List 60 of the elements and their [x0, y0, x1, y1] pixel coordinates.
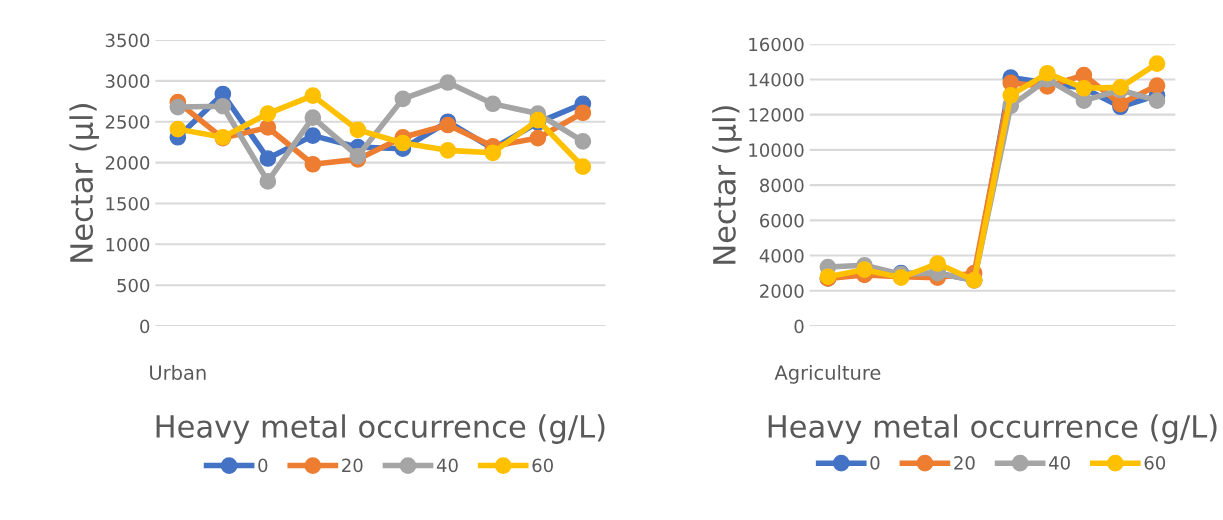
y-tick-label: 4000	[759, 249, 804, 263]
y-tick-label: 2000	[760, 284, 804, 298]
point	[574, 158, 592, 176]
y-tick-label: 14000	[749, 72, 804, 87]
point	[304, 109, 322, 127]
legend-label: 40	[1048, 456, 1070, 470]
point	[394, 90, 412, 108]
point	[304, 87, 322, 104]
legend-label: 0	[870, 456, 880, 470]
point	[484, 144, 502, 162]
point	[349, 147, 367, 165]
y-tick-label: 16000	[749, 37, 804, 52]
y-tick-label: 2000	[105, 156, 150, 170]
legend-label: 60	[532, 458, 553, 473]
legend-label: 20	[342, 458, 363, 473]
point	[259, 119, 277, 136]
point	[1038, 64, 1056, 82]
legend-label: 0	[258, 458, 268, 473]
y-tick-label: 3000	[105, 74, 150, 89]
point	[304, 155, 322, 173]
y-tick-label: 2500	[105, 115, 150, 129]
point	[439, 74, 457, 91]
y-tick-label: 12000	[749, 108, 804, 122]
point	[169, 120, 187, 138]
y-tick-label: 10000	[749, 143, 804, 158]
legend-label: 40	[436, 458, 458, 473]
point	[259, 173, 277, 190]
x-axis-title: Heavy metal occurrence (g/L)	[156, 414, 605, 444]
legend-label: 20	[954, 456, 975, 470]
y-axis-title: Nectar (µl)	[69, 104, 99, 262]
point	[1148, 55, 1166, 72]
x-tick-label: Agriculture	[774, 364, 881, 384]
point	[439, 142, 457, 159]
y-axis-title: Nectar (µl)	[712, 106, 742, 264]
x-tick-label: Urban	[150, 364, 206, 380]
y-tick-label: 0	[794, 319, 804, 334]
y-tick-label: 0	[140, 319, 150, 334]
point	[259, 105, 277, 122]
point	[929, 255, 946, 272]
legend-label: 60	[1144, 456, 1166, 470]
point	[259, 150, 277, 167]
point	[214, 97, 232, 115]
y-tick-label: 6000	[760, 213, 804, 228]
x-axis-title: Heavy metal occurrence (g/L)	[768, 414, 1217, 444]
y-tick-label: 3500	[105, 33, 150, 48]
point	[574, 104, 592, 122]
point	[529, 129, 547, 147]
point	[1148, 77, 1166, 94]
y-tick-label: 500	[117, 278, 150, 293]
point	[1148, 92, 1166, 109]
point	[484, 95, 502, 113]
point	[394, 134, 412, 152]
point	[169, 98, 187, 116]
y-tick-label: 1000	[106, 237, 150, 252]
point	[304, 127, 322, 144]
point	[574, 133, 592, 150]
point	[349, 121, 367, 139]
y-tick-label: 8000	[760, 178, 804, 193]
point	[1002, 86, 1020, 104]
y-tick-label: 1500	[106, 196, 150, 211]
